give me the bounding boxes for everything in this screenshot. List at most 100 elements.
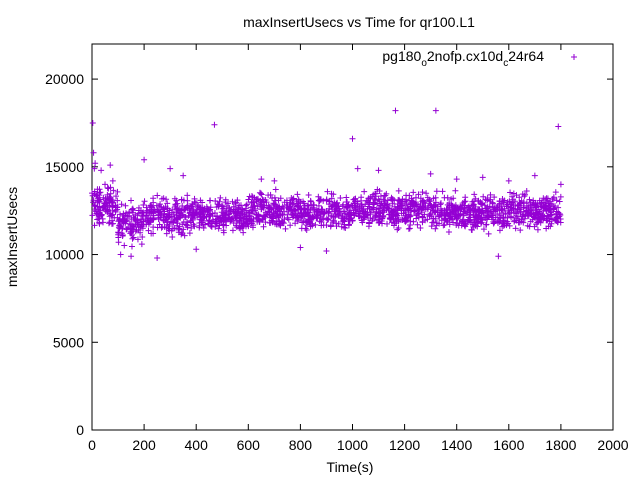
- data-point: [179, 211, 186, 218]
- data-point: [259, 216, 266, 223]
- data-point: [354, 203, 361, 210]
- data-point: [457, 206, 464, 213]
- data-point: [112, 202, 119, 209]
- data-point: [430, 204, 437, 211]
- data-point: [140, 202, 147, 209]
- data-point: [542, 202, 549, 209]
- data-point: [320, 197, 327, 204]
- data-point: [132, 228, 139, 235]
- data-point: [118, 224, 125, 231]
- data-point: [403, 192, 410, 199]
- data-point: [503, 203, 510, 210]
- data-point: [543, 207, 550, 214]
- data-point: [376, 219, 383, 226]
- data-point: [96, 186, 103, 193]
- data-point: [358, 194, 365, 201]
- data-point: [229, 198, 236, 205]
- x-tick-label: 800: [289, 437, 313, 453]
- data-point: [419, 189, 426, 196]
- data-point: [264, 208, 271, 215]
- data-point: [350, 196, 357, 203]
- data-point: [459, 201, 466, 208]
- data-point: [141, 198, 148, 205]
- data-point: [489, 199, 496, 206]
- data-point: [297, 199, 304, 206]
- data-point: [150, 214, 157, 221]
- data-point: [396, 196, 403, 203]
- data-point: [462, 221, 469, 228]
- data-point: [422, 206, 429, 213]
- data-point: [379, 214, 386, 221]
- data-point: [388, 196, 395, 203]
- data-point: [129, 206, 136, 213]
- data-point: [389, 209, 396, 216]
- data-point: [128, 229, 135, 236]
- data-point: [462, 194, 469, 201]
- data-point: [477, 201, 484, 208]
- data-point: [297, 205, 304, 212]
- data-point: [265, 192, 272, 199]
- data-point: [117, 251, 124, 258]
- data-point: [391, 220, 398, 227]
- data-point: [193, 246, 200, 253]
- data-point: [415, 191, 422, 198]
- data-point: [352, 206, 359, 213]
- data-point: [187, 205, 194, 212]
- data-point: [446, 221, 453, 228]
- data-point: [532, 204, 539, 211]
- data-point: [139, 209, 146, 216]
- data-point: [260, 197, 267, 204]
- data-point: [479, 174, 486, 181]
- data-point: [495, 253, 502, 260]
- data-point: [102, 181, 109, 188]
- data-point: [155, 214, 162, 221]
- y-tick-label: 0: [76, 422, 84, 438]
- data-point: [419, 203, 426, 210]
- data-point: [520, 219, 527, 226]
- data-point: [530, 207, 537, 214]
- data-point: [159, 224, 166, 231]
- data-point: [137, 229, 144, 236]
- data-point: [475, 212, 482, 219]
- x-axis-label: Time(s): [327, 459, 374, 475]
- data-point: [158, 224, 165, 231]
- y-tick-label: 15000: [45, 159, 84, 175]
- data-point: [442, 216, 449, 223]
- data-point: [172, 202, 179, 209]
- data-point: [261, 202, 268, 209]
- data-point: [128, 197, 135, 204]
- data-point: [506, 222, 513, 229]
- data-point: [419, 218, 426, 225]
- data-point: [194, 201, 201, 208]
- data-point: [402, 201, 409, 208]
- data-point: [456, 205, 463, 212]
- x-tick-label: 600: [237, 437, 261, 453]
- data-point: [189, 201, 196, 208]
- data-point: [94, 195, 101, 202]
- data-point: [298, 213, 305, 220]
- data-point: [97, 189, 104, 196]
- data-point: [298, 225, 305, 232]
- data-point: [553, 197, 560, 204]
- data-point: [349, 217, 356, 224]
- data-point: [292, 220, 299, 227]
- data-point: [102, 196, 109, 203]
- data-point: [184, 192, 191, 199]
- data-point: [129, 205, 136, 212]
- data-point: [89, 119, 96, 126]
- data-point: [115, 229, 122, 236]
- data-point: [474, 219, 481, 226]
- data-point: [531, 223, 538, 230]
- data-point: [96, 198, 103, 205]
- data-point: [405, 225, 412, 232]
- data-point: [257, 190, 264, 197]
- data-point: [482, 221, 489, 228]
- data-point: [118, 201, 125, 208]
- data-point: [494, 211, 501, 218]
- data-point: [198, 219, 205, 226]
- data-point: [507, 189, 514, 196]
- data-point: [237, 202, 244, 209]
- data-point: [408, 197, 415, 204]
- data-point: [220, 229, 227, 236]
- data-point: [448, 216, 455, 223]
